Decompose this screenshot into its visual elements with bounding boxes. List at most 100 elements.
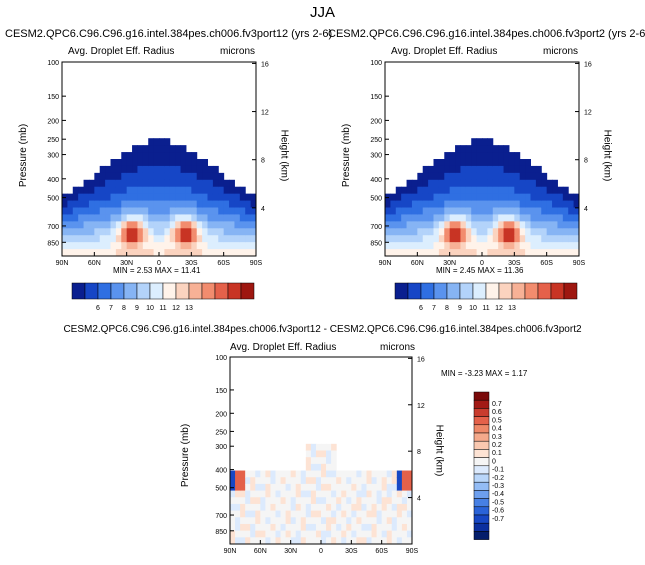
heatmap-cell <box>105 165 111 174</box>
colorbar-swatch <box>473 416 490 426</box>
heatmap-cell <box>422 193 429 202</box>
colorbar-label: 0.7 <box>492 401 502 408</box>
heatmap-cell <box>169 179 176 188</box>
heatmap-cell <box>395 186 402 195</box>
heatmap-cell <box>460 228 467 236</box>
heatmap-cell <box>460 152 467 160</box>
heatmap-cell <box>471 152 478 160</box>
heatmap-cell <box>202 214 208 222</box>
heatmap-cell <box>546 228 553 236</box>
heatmap-cell <box>250 490 256 498</box>
y-tick-label: 500 <box>47 196 59 203</box>
heatmap-cell <box>366 477 373 485</box>
heatmap-cell <box>519 207 526 215</box>
heatmap-cell <box>310 470 317 478</box>
heatmap-cell <box>381 470 388 478</box>
heatmap-cell <box>455 221 461 229</box>
heatmap-cell <box>153 214 160 222</box>
heatmap-cell <box>137 200 144 208</box>
heatmap-cell <box>514 235 521 243</box>
heatmap-cell <box>212 221 219 229</box>
heatmap-cell <box>361 477 367 485</box>
heatmap-cell <box>366 517 373 525</box>
heatmap-cell <box>321 457 327 465</box>
heatmap-cell <box>110 172 117 181</box>
colorbar-swatch <box>71 282 86 300</box>
heatmap-cell <box>300 510 307 518</box>
heatmap-cell <box>148 207 155 215</box>
y-tick-label: 250 <box>47 137 59 144</box>
heatmap-cell <box>185 249 192 257</box>
heatmap-cell <box>460 214 467 222</box>
heatmap-cell <box>471 228 478 236</box>
y2-tick-label: 12 <box>417 403 425 410</box>
heatmap-cell <box>396 510 403 518</box>
heatmap-cell <box>351 477 357 485</box>
heatmap-cell <box>234 221 241 229</box>
heatmap-cell <box>285 517 292 525</box>
heatmap-cell <box>371 503 378 512</box>
heatmap-cell <box>498 200 505 208</box>
heatmap-cell <box>331 477 337 485</box>
heatmap-cell <box>72 221 79 229</box>
heatmap-cell <box>121 249 128 257</box>
heatmap-cell <box>285 483 292 492</box>
heatmap-cell <box>191 165 198 174</box>
heatmap-cell <box>305 477 312 485</box>
heatmap-cell <box>295 470 302 478</box>
heatmap-cell <box>331 510 337 518</box>
heatmap-cell <box>180 186 187 195</box>
heatmap-cell <box>175 207 182 215</box>
heatmap-cell <box>356 523 362 532</box>
heatmap-cell <box>240 470 246 478</box>
heatmap-cell <box>371 483 378 492</box>
heatmap-cell <box>381 477 388 485</box>
heatmap-cell <box>310 523 317 532</box>
heatmap-cell <box>492 249 499 257</box>
heatmap-cell <box>126 165 133 174</box>
heatmap-cell <box>471 138 478 146</box>
heatmap-cell <box>386 477 393 485</box>
y2-tick-label: 16 <box>417 356 425 363</box>
heatmap-cell <box>492 159 499 167</box>
heatmap-cell <box>105 214 111 222</box>
heatmap-cell <box>346 503 352 512</box>
heatmap-cell <box>514 152 521 160</box>
heatmap-cell <box>525 242 531 250</box>
heatmap-cell <box>132 172 138 181</box>
heatmap-cell <box>411 221 418 229</box>
heatmap-cell <box>346 517 352 525</box>
heatmap-cell <box>121 152 128 160</box>
heatmap-cell <box>285 470 292 478</box>
heatmap-cell <box>371 537 378 545</box>
heatmap-cell <box>546 186 553 195</box>
heatmap-cell <box>180 214 187 222</box>
heatmap-cell <box>223 200 230 208</box>
heatmap-cell <box>250 517 256 525</box>
heatmap-cell <box>169 249 176 257</box>
heatmap-cell <box>290 503 297 512</box>
heatmap-cell <box>562 228 569 236</box>
heatmap-cell <box>406 470 413 478</box>
heatmap-cell <box>366 470 373 478</box>
heatmap-cell <box>487 207 494 215</box>
heatmap-cell <box>321 510 327 518</box>
heatmap-cell <box>180 242 187 250</box>
heatmap-cell <box>455 193 461 202</box>
heatmap-cell <box>99 172 106 181</box>
heatmap-cell <box>159 214 165 222</box>
heatmap-cell <box>223 207 230 215</box>
heatmap-cell <box>310 530 317 538</box>
heatmap-cell <box>310 517 317 525</box>
heatmap-cell <box>255 517 261 525</box>
heatmap-cell <box>142 228 149 236</box>
heatmap-cell <box>153 179 160 188</box>
heatmap-cell <box>110 235 117 243</box>
panel3-subtitle-right: microns <box>380 342 416 353</box>
heatmap-cell <box>78 221 85 229</box>
heatmap-cell <box>530 235 537 243</box>
heatmap-cell <box>514 179 521 188</box>
panel2-title: CESM2.QPC6.C96.C96.g16.intel.384pes.ch00… <box>328 28 645 40</box>
heatmap-cell <box>460 165 467 174</box>
heatmap-cell <box>401 207 408 215</box>
